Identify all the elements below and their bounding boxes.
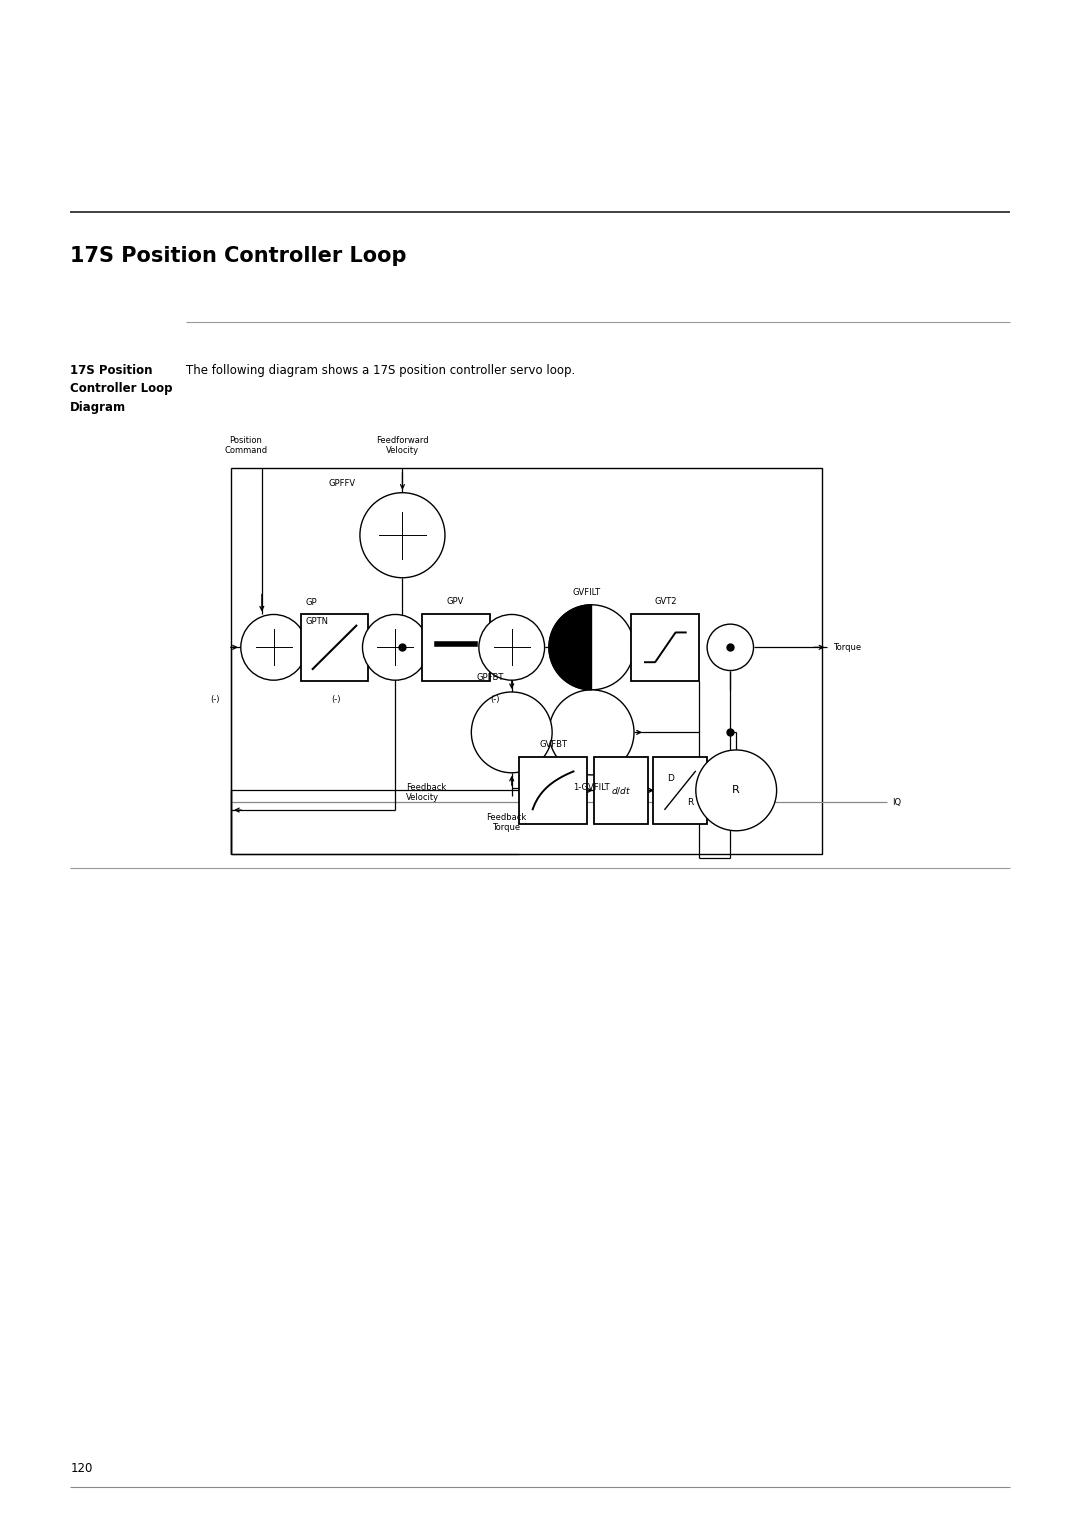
Text: Feedforward
Velocity: Feedforward Velocity (376, 435, 429, 455)
Text: 1-GVFILT: 1-GVFILT (573, 782, 610, 792)
Text: R: R (687, 798, 693, 807)
Text: GPFFV: GPFFV (328, 480, 355, 489)
Circle shape (363, 614, 428, 680)
FancyBboxPatch shape (421, 614, 489, 681)
FancyBboxPatch shape (519, 756, 588, 824)
Text: D: D (666, 773, 674, 782)
Text: The following diagram shows a 17S position controller servo loop.: The following diagram shows a 17S positi… (186, 364, 575, 377)
Text: Feedback
Velocity: Feedback Velocity (406, 782, 446, 802)
Text: GVT2: GVT2 (654, 597, 676, 607)
FancyBboxPatch shape (300, 614, 368, 681)
Text: (-): (-) (490, 695, 500, 704)
Text: GVFILT: GVFILT (572, 588, 600, 597)
Text: GPV: GPV (447, 597, 464, 607)
Circle shape (360, 492, 445, 578)
Circle shape (478, 614, 544, 680)
Text: GPTN: GPTN (306, 617, 329, 625)
FancyBboxPatch shape (653, 756, 707, 824)
Text: 17S Position
Controller Loop
Diagram: 17S Position Controller Loop Diagram (70, 364, 173, 414)
Text: GP: GP (306, 599, 318, 608)
Text: GPFBT: GPFBT (476, 674, 504, 681)
Text: Feedback
Torque: Feedback Torque (486, 813, 526, 831)
FancyBboxPatch shape (231, 468, 822, 854)
Text: (-): (-) (210, 695, 219, 704)
Text: IQ: IQ (892, 798, 901, 807)
Text: GVFBT: GVFBT (539, 740, 567, 749)
Circle shape (696, 750, 777, 831)
Text: R: R (732, 785, 740, 796)
FancyBboxPatch shape (632, 614, 699, 681)
Text: 17S Position Controller Loop: 17S Position Controller Loop (70, 246, 407, 266)
FancyBboxPatch shape (594, 756, 648, 824)
Text: Torque: Torque (833, 643, 861, 652)
Circle shape (707, 623, 754, 671)
Polygon shape (549, 605, 592, 689)
Circle shape (241, 614, 307, 680)
Circle shape (549, 689, 634, 775)
Text: $d/dt$: $d/dt$ (611, 785, 631, 796)
Circle shape (549, 605, 634, 689)
Text: (-): (-) (332, 695, 341, 704)
Text: Position
Command: Position Command (224, 435, 267, 455)
Circle shape (471, 692, 552, 773)
Text: 120: 120 (70, 1461, 93, 1475)
